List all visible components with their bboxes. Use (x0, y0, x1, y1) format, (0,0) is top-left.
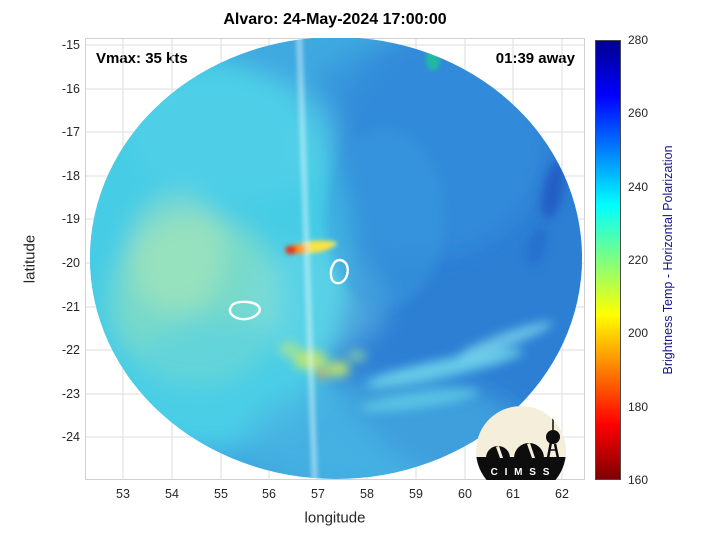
colorbar-tick-label: 160 (628, 473, 649, 487)
y-tick-label: -19 (61, 212, 80, 226)
cimss-logo-text: C I M S S (491, 467, 552, 478)
x-tick-label: 61 (506, 487, 520, 501)
y-tick-label: -22 (61, 343, 80, 357)
plot-title: Alvaro: 24-May-2024 17:00:00 (223, 11, 447, 28)
cimss-logo: C I M S S (476, 406, 566, 480)
vmax-annotation: Vmax: 35 kts (96, 50, 188, 67)
x-tick-label: 55 (214, 487, 228, 501)
y-tick-label: -17 (61, 125, 80, 139)
y-tick-label: -23 (61, 387, 80, 401)
center-fix-contours (228, 258, 349, 321)
x-tick-label: 58 (360, 487, 374, 501)
y-tick-label: -21 (61, 300, 80, 314)
colorbar-label: Brightness Temp - Horizontal Polarizatio… (661, 145, 675, 375)
y-tick-label: -20 (61, 256, 80, 270)
colorbar-tick-label: 200 (628, 326, 649, 340)
x-tick-label: 54 (165, 487, 179, 501)
y-tick-label: -24 (61, 430, 80, 444)
x-tick-label: 59 (409, 487, 423, 501)
brightness-field (90, 38, 582, 479)
y-tick-label: -15 (61, 38, 80, 52)
x-tick-label: 57 (311, 487, 325, 501)
x-axis-label: longitude (304, 509, 366, 527)
x-tick-label: 60 (458, 487, 472, 501)
x-tick-label: 62 (555, 487, 569, 501)
x-tick-label: 56 (262, 487, 276, 501)
colorbar-tick-label: 260 (628, 106, 649, 120)
colorbar-tick-label: 180 (628, 400, 649, 414)
colorbar (595, 40, 621, 480)
colorbar-tick-label: 220 (628, 253, 649, 267)
y-axis-label: latitude (21, 234, 39, 284)
y-tick-label: -18 (61, 169, 80, 183)
colorbar-tick-label: 240 (628, 180, 649, 194)
time-away-annotation: 01:39 away (495, 50, 575, 67)
y-tick-label: -16 (61, 82, 80, 96)
plot-area: C I M S S (85, 38, 585, 480)
x-tick-label: 53 (116, 487, 130, 501)
colorbar-tick-label: 280 (628, 33, 649, 47)
